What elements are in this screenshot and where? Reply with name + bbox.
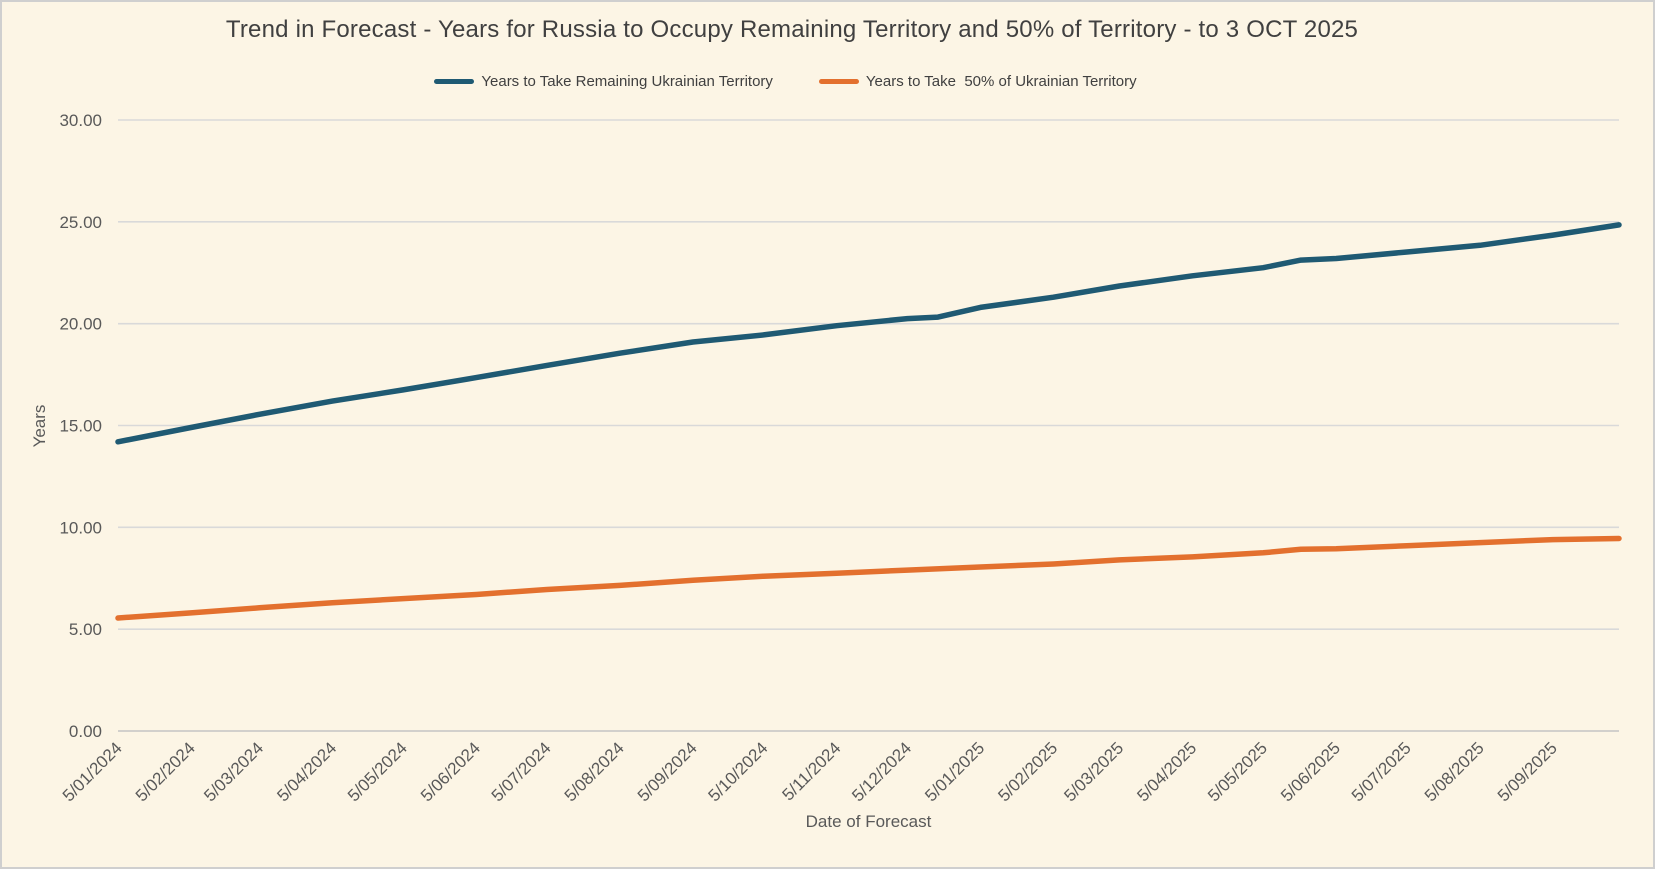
x-tick-label: 5/08/2025 — [1421, 738, 1488, 805]
x-tick-label: 5/04/2024 — [273, 738, 340, 805]
x-tick-label: 5/05/2025 — [1204, 738, 1271, 805]
x-tick-label: 5/02/2024 — [132, 738, 199, 805]
x-tick-label: 5/07/2024 — [488, 738, 555, 805]
y-tick-label: 10.00 — [59, 518, 102, 537]
y-tick-label: 5.00 — [69, 620, 102, 639]
y-tick-label: 20.00 — [59, 315, 102, 334]
x-tick-label: 5/08/2024 — [561, 738, 628, 805]
y-axis-title: Years — [30, 404, 49, 448]
x-tick-label: 5/09/2024 — [634, 738, 701, 805]
y-tick-label: 30.00 — [59, 111, 102, 130]
chart-title: Trend in Forecast - Years for Russia to … — [225, 16, 1359, 43]
x-tick-label: 5/03/2025 — [1060, 738, 1127, 805]
x-tick-label: 5/06/2024 — [417, 738, 484, 805]
x-tick-label: 5/12/2024 — [848, 738, 915, 805]
x-tick-label: 5/03/2024 — [200, 738, 267, 805]
y-tick-label: 15.00 — [59, 417, 102, 436]
y-tick-label: 0.00 — [69, 722, 102, 741]
series-line-1 — [115, 535, 1622, 621]
legend: Years to Take Remaining Ukrainian Territ… — [2, 73, 1611, 90]
legend-label: Years to Take Remaining Ukrainian Territ… — [481, 73, 773, 90]
x-axis-title: Date of Forecast — [805, 812, 932, 831]
x-tick-label: 5/05/2024 — [344, 738, 411, 805]
legend-item-remaining-territory: Years to Take Remaining Ukrainian Territ… — [434, 73, 773, 90]
legend-line-swatch-orange — [818, 79, 859, 84]
x-tick-label: 5/01/2024 — [59, 738, 126, 805]
x-tick-label: 5/04/2025 — [1133, 738, 1200, 805]
x-tick-label: 5/06/2025 — [1277, 738, 1344, 805]
x-tick-label: 5/02/2025 — [994, 738, 1061, 805]
x-tick-label: 5/10/2024 — [705, 738, 772, 805]
x-tick-label: 5/07/2025 — [1348, 738, 1415, 805]
x-tick-label: 5/11/2024 — [778, 738, 844, 804]
y-tick-label: 25.00 — [59, 213, 102, 232]
x-tick-label: 5/09/2025 — [1494, 738, 1561, 805]
legend-item-50pct-territory: Years to Take 50% of Ukrainian Territory — [818, 73, 1137, 90]
legend-line-swatch-blue — [434, 79, 475, 84]
legend-label: Years to Take 50% of Ukrainian Territory — [865, 73, 1137, 90]
series-line-0 — [115, 222, 1622, 445]
x-tick-label: 5/01/2025 — [921, 738, 988, 805]
